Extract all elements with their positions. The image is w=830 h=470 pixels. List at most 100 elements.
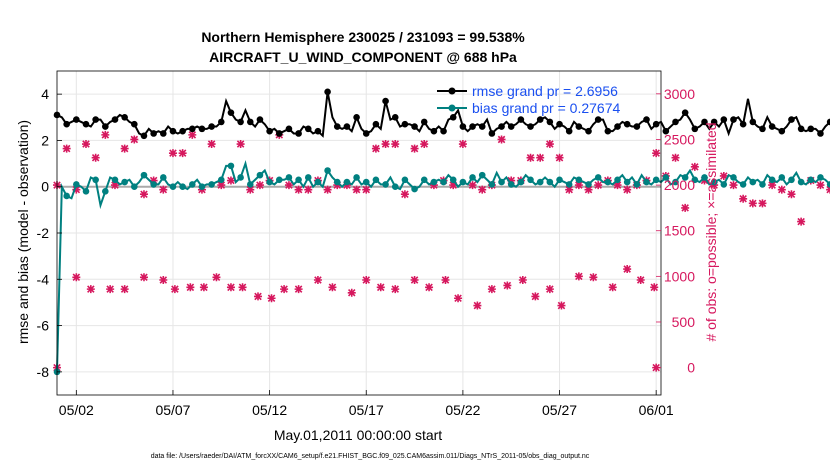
bias-point [652, 176, 660, 184]
rmse-point [237, 118, 244, 126]
bias-point [730, 174, 737, 181]
y-right-tick-label: 500 [672, 314, 696, 330]
obs-assimilated-marker [120, 285, 129, 294]
chart-title-line2: AIRCRAFT_U_WIND_COMPONENT @ 688 hPa [209, 49, 517, 65]
legend-rmse-marker [448, 87, 456, 95]
obs-assimilated-marker [371, 144, 380, 153]
obs-assimilated-marker [186, 283, 195, 292]
y-left-tick-label: -8 [37, 364, 50, 380]
obs-assimilated-marker [503, 281, 512, 290]
rmse-point [246, 118, 254, 126]
bias-point [681, 174, 689, 181]
obs-assimilated-marker [526, 153, 535, 162]
bias-point [188, 181, 196, 188]
rmse-point [788, 116, 795, 123]
obs-assimilated-marker [159, 185, 168, 194]
rmse-point [585, 127, 592, 135]
rmse-point [546, 118, 554, 126]
bias-point [73, 181, 80, 188]
bias-series [53, 159, 830, 376]
bias-point [333, 178, 341, 186]
rmse-point [556, 120, 563, 128]
bias-point [604, 178, 612, 186]
obs-assimilated-marker [671, 153, 680, 162]
obs-assimilated-marker [719, 171, 728, 180]
obs-assimilated-marker [101, 130, 110, 139]
obs-assimilated-marker [636, 276, 645, 285]
obs-assimilated-marker [188, 130, 197, 139]
bias-point [391, 183, 399, 191]
rmse-point [527, 123, 534, 130]
rmse-point [372, 120, 380, 128]
obs-assimilated-marker [594, 181, 603, 190]
y-left-tick-label: 0 [41, 179, 49, 195]
obs-assimilated-marker [613, 181, 622, 190]
bias-point [102, 188, 109, 195]
bias-point [536, 178, 544, 186]
bias-point [111, 176, 119, 184]
bias-point [575, 176, 583, 184]
rmse-point [227, 109, 235, 116]
bias-point [121, 178, 128, 186]
rmse-point [111, 116, 119, 123]
obs-assimilated-marker [816, 181, 825, 190]
rmse-point [614, 123, 621, 130]
bias-point [304, 174, 312, 181]
rmse-point [411, 123, 418, 130]
obs-assimilated-marker [473, 301, 482, 310]
rmse-point [720, 116, 728, 123]
y-right-tick-label: 0 [687, 360, 695, 376]
bias-point [585, 181, 592, 188]
bias-point [672, 178, 679, 186]
rmse-point [362, 130, 370, 137]
obs-assimilated-marker [487, 285, 496, 294]
obs-assimilated-marker [555, 153, 564, 162]
bias-point [807, 176, 815, 184]
bias-point [768, 176, 776, 184]
obs-assimilated-marker [391, 140, 400, 149]
obs-assimilated-marker [217, 181, 226, 190]
bias-point [314, 178, 322, 186]
x-tick-label: 05/17 [349, 402, 384, 418]
rmse-point [507, 123, 515, 130]
rmse-point [739, 120, 747, 128]
bias-point [691, 176, 699, 184]
obs-assimilated-marker [545, 140, 554, 149]
rmse-point [343, 123, 351, 130]
obs-assimilated-marker [449, 181, 458, 190]
chart-title-line1: Northern Hemisphere 230025 / 231093 = 99… [201, 29, 525, 45]
bias-point [623, 178, 631, 186]
obs-assimilated-marker [168, 149, 177, 158]
obs-assimilated-marker [797, 217, 806, 226]
bias-point [556, 176, 563, 184]
rmse-point [691, 125, 699, 133]
rmse-point [73, 116, 80, 123]
rmse-point [324, 88, 331, 96]
obs-assimilated-marker [584, 185, 593, 194]
bias-point [778, 174, 786, 181]
obs-assimilated-marker [458, 140, 467, 149]
bias-point [662, 174, 670, 181]
bias-point [150, 181, 157, 188]
obs-assimilated-marker [425, 283, 434, 292]
obs-assimilated-marker [255, 181, 264, 190]
obs-assimilated-marker [62, 144, 71, 153]
rmse-point [401, 120, 409, 128]
rmse-point [169, 127, 177, 135]
obs-assimilated-marker [768, 181, 777, 190]
rmse-point [797, 125, 805, 133]
obs-assimilated-marker [536, 153, 545, 162]
bias-point [643, 178, 650, 186]
obs-assimilated-marker [304, 185, 313, 194]
bias-point [343, 178, 351, 186]
y-right-axis-ticks: 3000 2500 2000 1500 1000 500 0 [656, 86, 695, 376]
x-axis-ticks: 05/02 05/07 05/12 05/17 05/22 05/27 06/01 [59, 390, 674, 418]
bias-point [739, 181, 747, 188]
legend: rmse grand pr = 2.6956 bias grand pr = 0… [437, 83, 620, 116]
bias-point [246, 181, 254, 188]
bias-point [565, 181, 573, 188]
rmse-point [517, 116, 525, 123]
obs-assimilated-marker [106, 285, 115, 294]
rmse-point [353, 113, 360, 121]
rmse-point [188, 125, 196, 133]
